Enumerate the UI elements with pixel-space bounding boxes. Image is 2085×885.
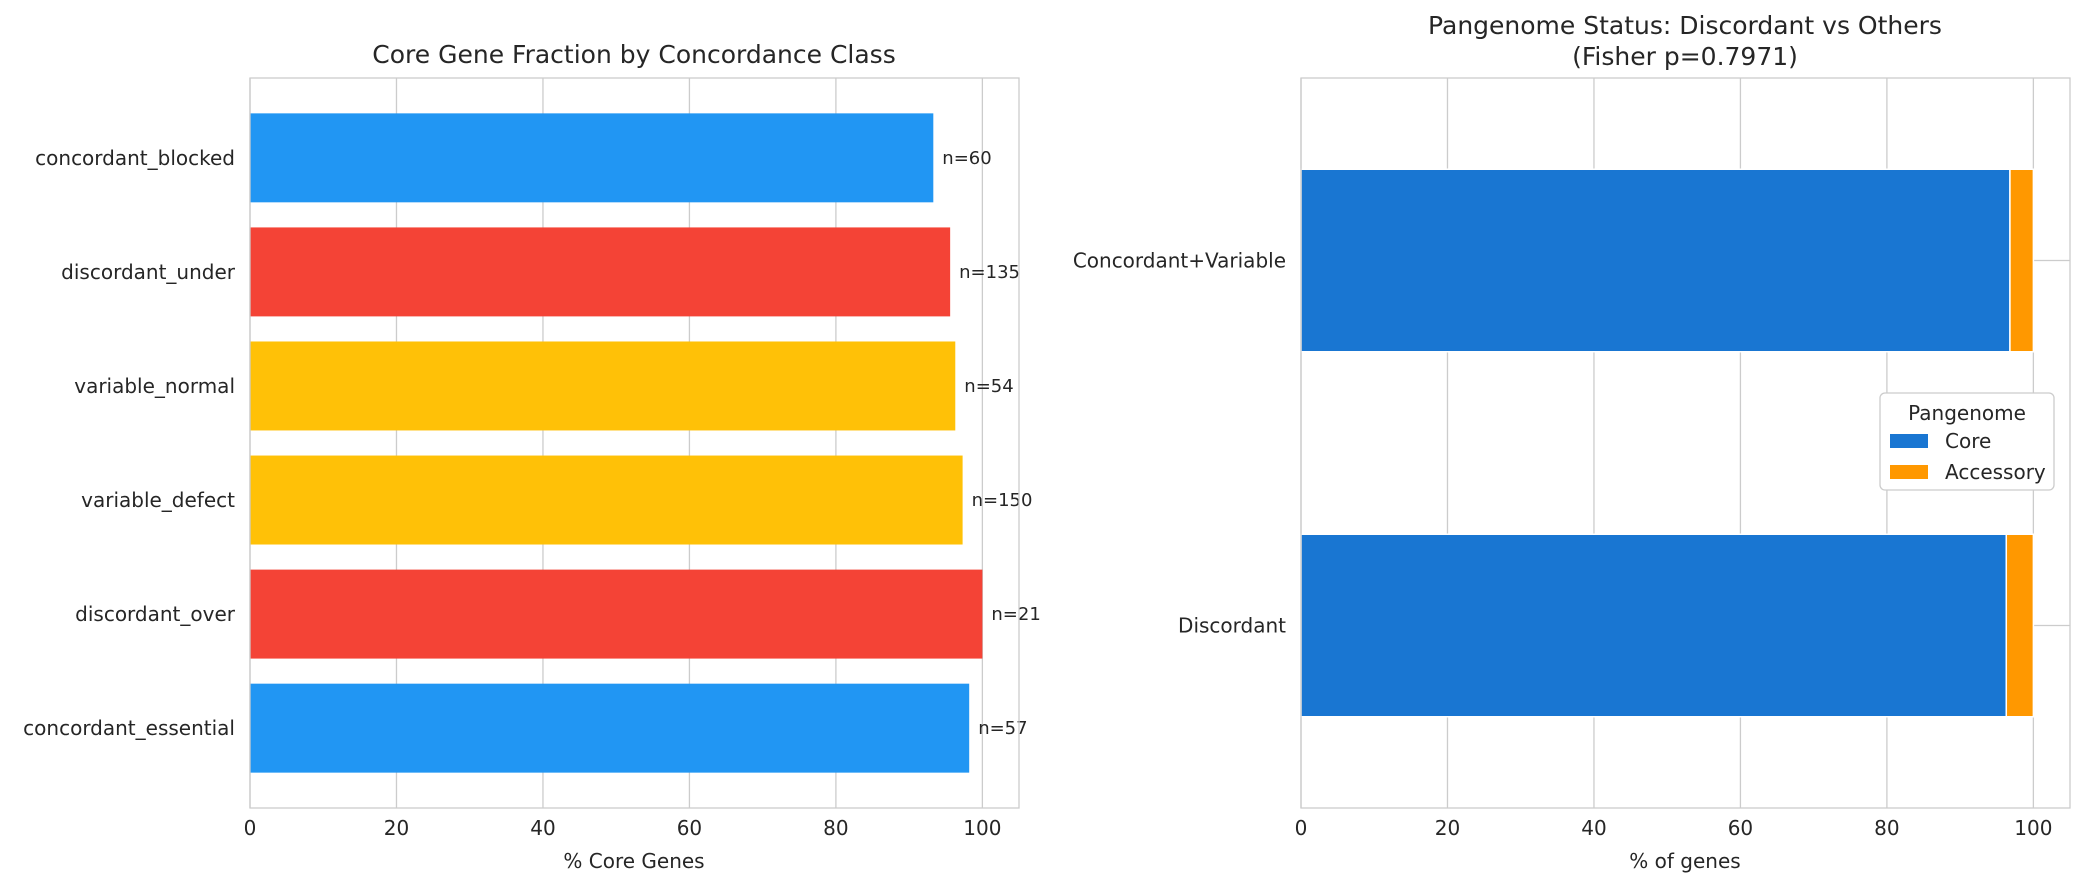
- chart1-bars: [250, 113, 983, 773]
- chart2-bar-core: [1300, 168, 2011, 353]
- chart2-bar-accessory: [2005, 533, 2035, 718]
- legend-swatch-accessory: [1890, 465, 1928, 479]
- legend-label-core: Core: [1945, 429, 1991, 453]
- chart2-bars: [1300, 168, 2035, 718]
- chart2-bar-accessory: [2009, 168, 2035, 353]
- chart1-x-tick-label: 100: [963, 816, 1001, 840]
- chart1-bar: [250, 455, 963, 545]
- chart1-x-tick-label: 80: [823, 816, 848, 840]
- chart1-count-label: n=60: [942, 148, 991, 169]
- core-fraction-chart: Core Gene Fraction by Concordance Class …: [23, 40, 1041, 873]
- chart2-subtitle: (Fisher p=0.7971): [1572, 42, 1798, 71]
- chart1-count-label: n=57: [978, 718, 1027, 739]
- chart1-category-label: variable_normal: [74, 374, 235, 398]
- chart1-count-label: n=135: [959, 262, 1020, 283]
- chart1-count-label: n=54: [964, 376, 1013, 397]
- chart1-category-label: variable_defect: [81, 488, 235, 512]
- chart2-bar-core: [1300, 533, 2008, 718]
- chart1-category-label: discordant_under: [61, 260, 236, 284]
- chart1-title: Core Gene Fraction by Concordance Class: [372, 40, 895, 69]
- legend-label-accessory: Accessory: [1945, 460, 2046, 484]
- chart2-title: Pangenome Status: Discordant vs Others: [1428, 11, 1942, 40]
- chart1-frame: [249, 77, 1020, 809]
- chart1-x-tick-label: 20: [384, 816, 409, 840]
- chart1-x-tick-label: 0: [244, 816, 257, 840]
- chart2-category-label: Concordant+Variable: [1073, 249, 1286, 273]
- chart1-count-label: n=150: [972, 490, 1033, 511]
- chart1-bar: [250, 227, 951, 317]
- chart1-bar: [250, 113, 934, 203]
- chart2-x-tick-label: 60: [1728, 816, 1753, 840]
- chart1-bar: [250, 569, 983, 659]
- pangenome-chart: Pangenome Status: Discordant vs Others (…: [1073, 11, 2071, 873]
- chart2-x-tick-label: 100: [2014, 816, 2052, 840]
- chart1-x-tick-label: 60: [677, 816, 702, 840]
- chart2-x-label: % of genes: [1629, 849, 1740, 873]
- chart1-annotations: n=60 n=135 n=54 n=150 n=21 n=57: [942, 148, 1040, 739]
- chart2-frame: [1300, 77, 2071, 809]
- chart1-bar: [250, 683, 970, 773]
- chart1-category-label: discordant_over: [75, 602, 236, 626]
- chart1-count-label: n=21: [991, 604, 1040, 625]
- chart2-legend: Pangenome Core Accessory: [1879, 392, 2055, 491]
- chart1-x-tick-label: 40: [530, 816, 555, 840]
- legend-swatch-core: [1890, 434, 1928, 448]
- chart1-x-label: % Core Genes: [563, 849, 704, 873]
- chart2-x-tick-label: 20: [1435, 816, 1460, 840]
- chart1-category-label: concordant_blocked: [35, 146, 235, 170]
- chart2-y-ticks: Concordant+Variable Discordant: [1073, 249, 1286, 638]
- chart2-x-tick-label: 80: [1874, 816, 1899, 840]
- legend-title: Pangenome: [1908, 401, 2026, 425]
- chart1-category-label: concordant_essential: [23, 716, 235, 740]
- chart1-y-ticks: concordant_blocked discordant_undervariab…: [23, 146, 236, 740]
- chart2-category-label: Discordant: [1178, 614, 1286, 638]
- chart1-x-ticks: 0 20 40 60 80 100: [244, 816, 1002, 840]
- chart2-x-tick-label: 40: [1581, 816, 1606, 840]
- chart2-x-ticks: 0 20 40 60 80 100: [1295, 816, 2053, 840]
- chart1-bar: [250, 341, 956, 431]
- chart2-x-tick-label: 0: [1295, 816, 1308, 840]
